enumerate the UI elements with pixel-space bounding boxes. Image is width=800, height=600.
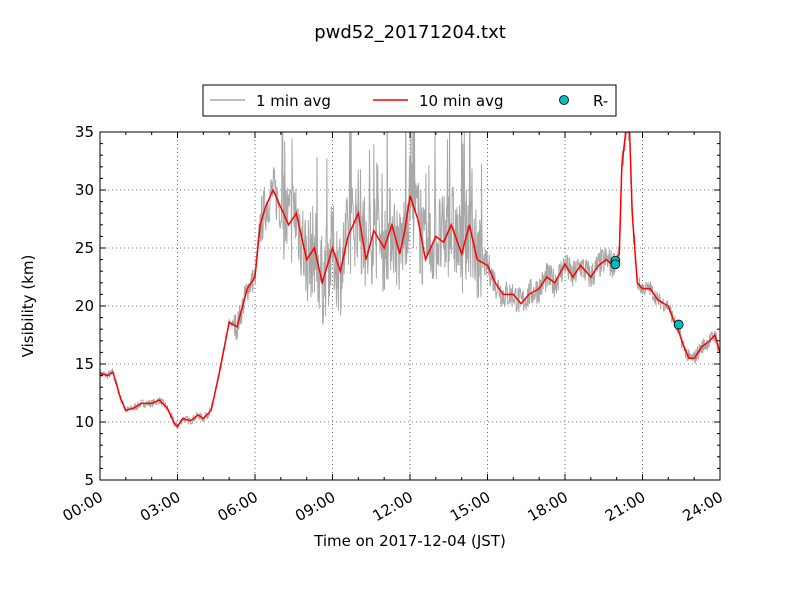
legend-box xyxy=(202,84,617,117)
y-tick-label: 5 xyxy=(84,471,94,489)
legend-swatch-rain xyxy=(559,95,569,105)
y-tick-labels: 5 10 15 20 25 30 35 xyxy=(75,123,94,489)
grid-lines xyxy=(100,132,720,480)
y-tick-label: 30 xyxy=(75,181,94,199)
series-layer xyxy=(100,132,720,429)
legend: 1 min avg 10 min avg R- xyxy=(202,84,617,117)
legend-label-10min: 10 min avg xyxy=(419,92,504,110)
chart-title: pwd52_20171204.txt xyxy=(314,22,506,43)
y-axis-label: Visibility (km) xyxy=(19,255,37,358)
y-tick-label: 10 xyxy=(75,413,94,431)
rain-marker-point xyxy=(610,259,621,270)
x-axis-label: Time on 2017-12-04 (JST) xyxy=(313,532,506,550)
legend-label-1min: 1 min avg xyxy=(256,92,331,110)
series-1min-avg-line xyxy=(100,132,720,429)
y-tick-label: 25 xyxy=(75,239,94,257)
y-tick-label: 35 xyxy=(75,123,94,141)
series-10min-avg-line xyxy=(100,132,720,428)
markers-layer xyxy=(610,255,684,330)
legend-label-rain: R- xyxy=(593,92,608,110)
y-tick-label: 20 xyxy=(75,297,94,315)
rain-marker-point xyxy=(673,319,684,330)
y-tick-label: 15 xyxy=(75,355,94,373)
axis-ticks xyxy=(99,131,721,481)
